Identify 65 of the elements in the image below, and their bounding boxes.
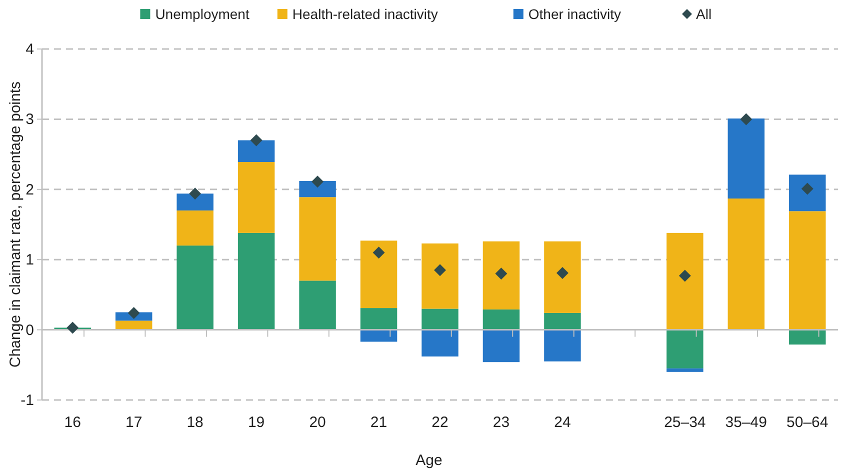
bar — [299, 197, 336, 281]
bar — [728, 118, 765, 199]
bar — [544, 330, 581, 362]
bar — [666, 368, 704, 372]
bar — [422, 330, 458, 356]
x-tick-label: 24 — [554, 414, 571, 431]
point — [128, 306, 140, 319]
x-tick-label: 16 — [64, 414, 81, 431]
bar — [789, 211, 826, 330]
bar — [176, 210, 214, 246]
bar — [299, 280, 336, 330]
x-axis-title: Age — [416, 452, 442, 469]
point — [678, 270, 691, 282]
x-tick-label: 50–64 — [786, 414, 828, 431]
bar — [115, 320, 152, 330]
bar — [789, 330, 826, 345]
y-axis-title: Change in claimant rate, percentage points — [7, 81, 24, 368]
y-tick-label: 2 — [26, 181, 34, 198]
x-tick-label: 22 — [432, 414, 448, 431]
point — [312, 176, 324, 188]
x-tick-label: 23 — [492, 414, 510, 431]
bar — [238, 162, 275, 233]
point — [740, 113, 752, 126]
x-tick-label: 18 — [186, 414, 204, 431]
point — [189, 188, 202, 200]
y-tick-label: -1 — [20, 392, 34, 409]
bar — [789, 174, 826, 212]
bar — [666, 232, 704, 330]
legend-label: Health-related inactivity — [292, 6, 438, 22]
x-tick-label: 20 — [309, 414, 326, 431]
point — [434, 264, 446, 276]
point — [556, 266, 568, 279]
legend-label: All — [696, 6, 712, 22]
point — [250, 134, 262, 146]
bar — [176, 246, 214, 330]
bar — [482, 241, 520, 310]
y-tick-label: 4 — [26, 41, 34, 58]
y-tick-label: 1 — [26, 252, 34, 269]
point — [66, 322, 79, 334]
point — [372, 246, 385, 259]
bar — [360, 330, 398, 342]
legend-label: Unemployment — [155, 6, 250, 22]
bar — [238, 140, 275, 162]
legend-label: Other inactivity — [528, 6, 621, 22]
bar — [422, 308, 458, 330]
x-tick-label: 17 — [126, 414, 142, 431]
point — [495, 268, 508, 280]
y-tick-label: 0 — [26, 322, 34, 339]
bar — [544, 241, 581, 313]
bar — [482, 309, 520, 330]
x-tick-label: 21 — [370, 414, 388, 431]
bar — [360, 240, 398, 308]
bar — [544, 312, 581, 330]
x-tick-label: 25–34 — [664, 414, 706, 431]
y-tick-label: 3 — [26, 111, 34, 128]
x-tick-label: 19 — [248, 414, 265, 431]
bar — [299, 180, 336, 198]
bar — [176, 194, 214, 210]
bar — [728, 198, 765, 330]
bar — [422, 243, 458, 309]
x-tick-label: 35–49 — [725, 414, 768, 431]
bar — [238, 232, 275, 330]
bar — [360, 308, 398, 330]
bar — [666, 330, 704, 368]
bar — [482, 330, 520, 362]
